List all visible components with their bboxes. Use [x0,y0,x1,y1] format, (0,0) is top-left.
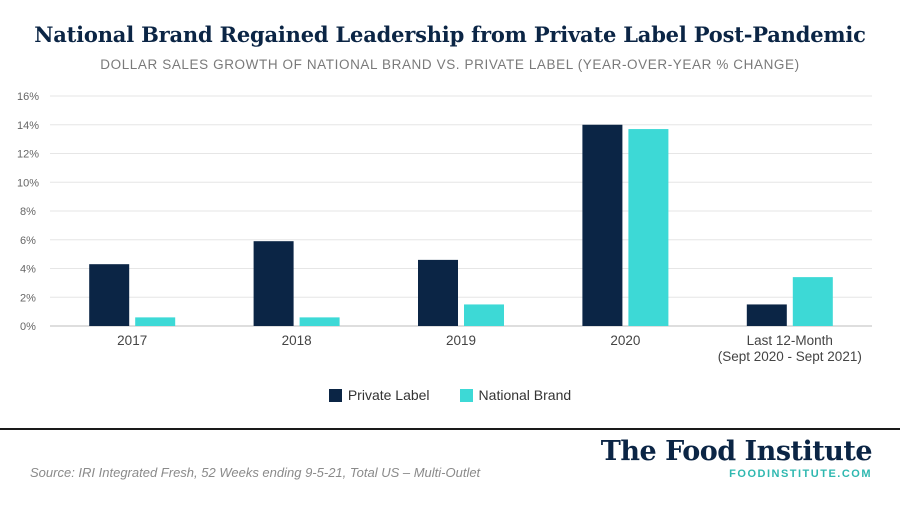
x-tick-label: 2018 [282,333,312,348]
brand-name: The Food Institute [600,436,873,467]
x-tick-label: 2017 [117,333,147,348]
y-tick-label: 10% [17,177,39,189]
bar-private-label [89,264,130,326]
y-tick-label: 16% [17,91,39,103]
footer-divider [0,428,900,430]
y-axis-ticks: 0% 2% 4% 6% 8% 10% 12% 14% 16% [17,91,39,333]
bar-private-label [253,241,294,326]
legend-item-national-brand: National Brand [459,387,572,403]
legend-item-private-label: Private Label [328,387,430,403]
legend-label-private-label: Private Label [347,387,430,403]
bar-national-brand [464,304,504,326]
grid-lines [50,95,872,327]
legend-swatch-private-label [328,388,342,402]
y-tick-label: 14% [17,120,39,132]
y-tick-label: 8% [20,206,36,218]
x-tick-label: 2020 [610,333,640,348]
bar-chart: 0% 2% 4% 6% 8% 10% 12% 14% 16% 2017 2018 2019 2020 L… [17,91,872,364]
x-tick-label: 2019 [446,333,476,348]
bars [89,124,833,326]
legend: Private Label National Brand [0,387,900,403]
y-tick-label: 0% [20,321,36,333]
brand-logo: The Food Institute FOODINSTITUTE.COM [600,434,873,480]
bar-national-brand [792,277,833,326]
y-tick-label: 6% [20,235,36,247]
y-tick-label: 4% [20,264,36,276]
bar-private-label [582,124,623,326]
source-note: Source: IRI Integrated Fresh, 52 Weeks e… [30,465,481,480]
brand-url: FOODINSTITUTE.COM [729,468,872,480]
bar-national-brand [135,317,176,326]
bar-national-brand [299,317,340,326]
x-tick-label: Last 12-Month (Sept 2020 - Sept 2021) [718,333,862,364]
chart-subtitle: DOLLAR SALES GROWTH OF NATIONAL BRAND VS… [100,57,800,72]
bar-private-label [418,259,458,326]
chart-title: National Brand Regained Leadership from … [34,22,866,47]
y-tick-label: 12% [17,149,39,161]
legend-swatch-national-brand [459,388,473,402]
x-axis-ticks: 2017 2018 2019 2020 Last 12-Month (Sept 2020 … [117,333,862,364]
bar-private-label [746,304,787,326]
y-tick-label: 2% [20,292,36,304]
legend-label-national-brand: National Brand [478,387,572,403]
bar-national-brand [628,129,669,326]
